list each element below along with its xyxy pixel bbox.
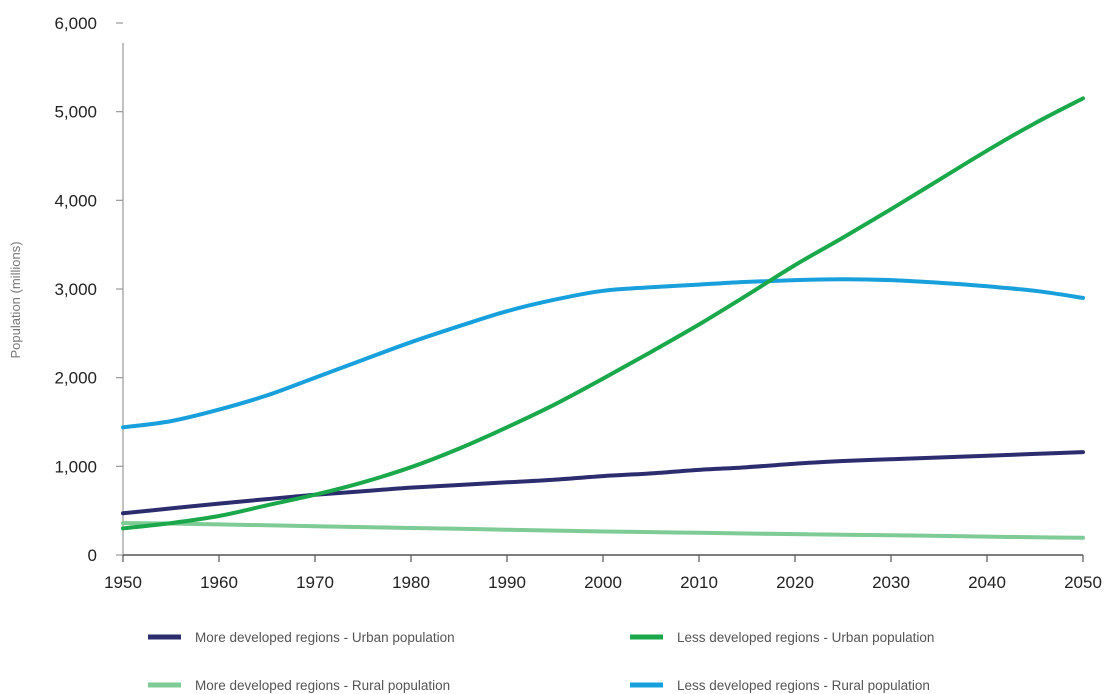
legend-label: More developed regions - Urban populatio… [195,630,455,645]
y-tick-label: 0 [88,546,97,565]
axes: 0 1,000 2,000 3,000 4,000 5,000 6,000 1950 1960 1… [54,14,1101,592]
y-tick-label: 6,000 [54,14,97,33]
y-axis-label: Population (millions) [8,241,23,358]
x-tick-label: 2020 [776,573,814,592]
series-line [121,521,1085,540]
x-tick-label: 2040 [968,573,1006,592]
x-tick-label: 1980 [392,573,430,592]
legend-label: More developed regions - Rural populatio… [195,678,450,693]
x-tick-label: 2050 [1064,573,1102,592]
y-tick-label: 3,000 [54,280,97,299]
series-line [121,277,1085,430]
y-tick-label: 1,000 [54,457,97,476]
series-lines [121,96,1085,540]
y-tick-label: 2,000 [54,369,97,388]
y-tick-label: 5,000 [54,103,97,122]
series-line [121,96,1085,531]
legend: More developed regions - Urban populatio… [148,630,934,693]
x-tick-label: 1960 [200,573,238,592]
x-tick-label: 2030 [872,573,910,592]
x-tick-label: 1970 [296,573,334,592]
x-tick-label: 2000 [584,573,622,592]
y-tick-label: 4,000 [54,191,97,210]
y-axis-label-group: Population (millions) [8,241,23,358]
x-tick-label: 1950 [104,573,142,592]
legend-label: Less developed regions - Rural populatio… [677,678,930,693]
legend-label: Less developed regions - Urban populatio… [677,630,934,645]
x-tick-label: 2010 [680,573,718,592]
series-line [121,450,1085,516]
x-tick-label: 1990 [488,573,526,592]
